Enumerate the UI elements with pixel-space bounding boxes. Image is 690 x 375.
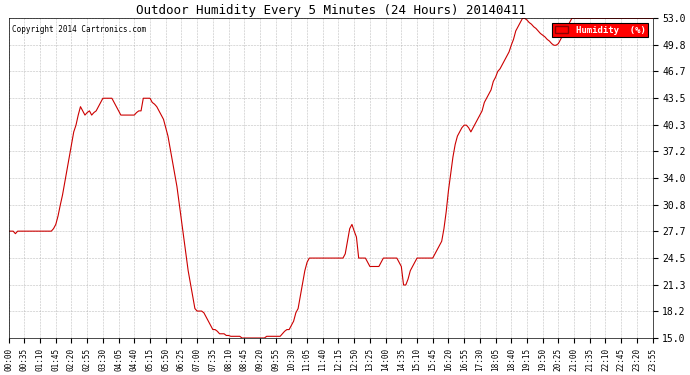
Text: Copyright 2014 Cartronics.com: Copyright 2014 Cartronics.com (12, 25, 146, 34)
Legend: Humidity  (%): Humidity (%) (552, 23, 648, 37)
Title: Outdoor Humidity Every 5 Minutes (24 Hours) 20140411: Outdoor Humidity Every 5 Minutes (24 Hou… (136, 4, 526, 17)
